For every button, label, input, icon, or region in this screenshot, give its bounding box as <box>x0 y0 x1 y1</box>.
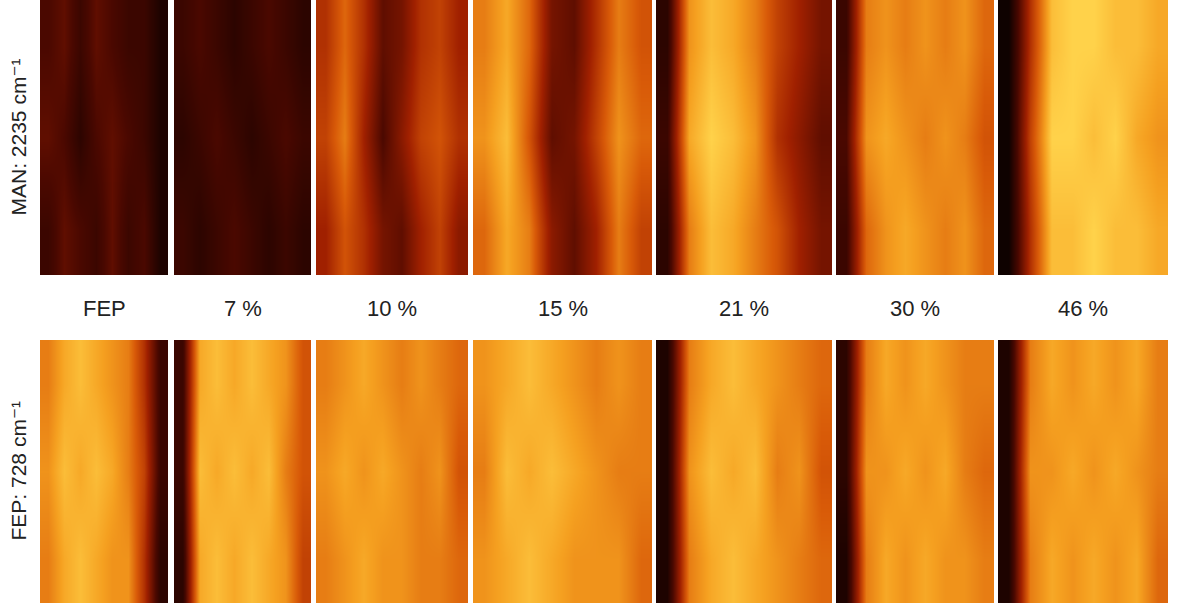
svg-text:FEP: FEP <box>83 296 126 321</box>
svg-text:15 %: 15 % <box>538 296 588 321</box>
svg-text:30 %: 30 % <box>890 296 940 321</box>
svg-text:MAN: 2235 cm⁻¹: MAN: 2235 cm⁻¹ <box>7 59 30 216</box>
svg-text:46 %: 46 % <box>1058 296 1108 321</box>
svg-text:10 %: 10 % <box>367 296 417 321</box>
svg-text:7 %: 7 % <box>224 296 262 321</box>
svg-text:FEP: 728 cm⁻¹: FEP: 728 cm⁻¹ <box>7 401 30 540</box>
svg-text:21 %: 21 % <box>719 296 769 321</box>
